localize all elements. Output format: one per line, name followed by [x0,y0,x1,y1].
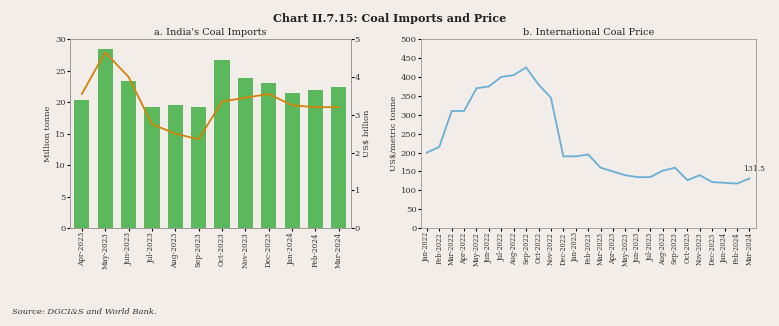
Title: b. International Coal Price: b. International Coal Price [523,28,654,37]
Bar [191,107,206,228]
Bar [308,90,323,228]
Bar [144,107,160,228]
Title: a. India's Coal Imports: a. India's Coal Imports [154,28,266,37]
Text: Source: DGCI&S and World Bank.: Source: DGCI&S and World Bank. [12,308,157,316]
Bar [214,60,230,228]
Bar [238,78,253,228]
Y-axis label: US$ billion: US$ billion [363,110,371,157]
Bar [74,100,90,228]
Text: Chart II.7.15: Coal Imports and Price: Chart II.7.15: Coal Imports and Price [273,13,506,24]
Bar [261,83,277,228]
Bar [167,105,183,228]
Bar [331,87,347,228]
Bar [97,49,113,228]
Y-axis label: US$/metric tonne: US$/metric tonne [390,96,397,171]
Bar [121,82,136,228]
Text: 131.5: 131.5 [743,165,765,173]
Bar [284,93,300,228]
Y-axis label: Million tonne: Million tonne [44,106,52,162]
